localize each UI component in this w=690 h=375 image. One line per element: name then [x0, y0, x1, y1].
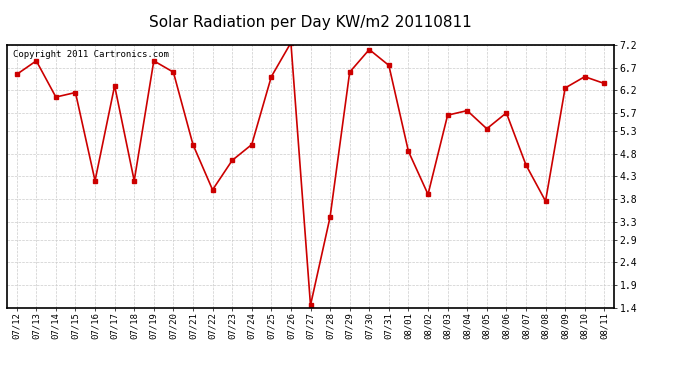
Text: Copyright 2011 Cartronics.com: Copyright 2011 Cartronics.com [13, 50, 169, 59]
Text: Solar Radiation per Day KW/m2 20110811: Solar Radiation per Day KW/m2 20110811 [149, 15, 472, 30]
